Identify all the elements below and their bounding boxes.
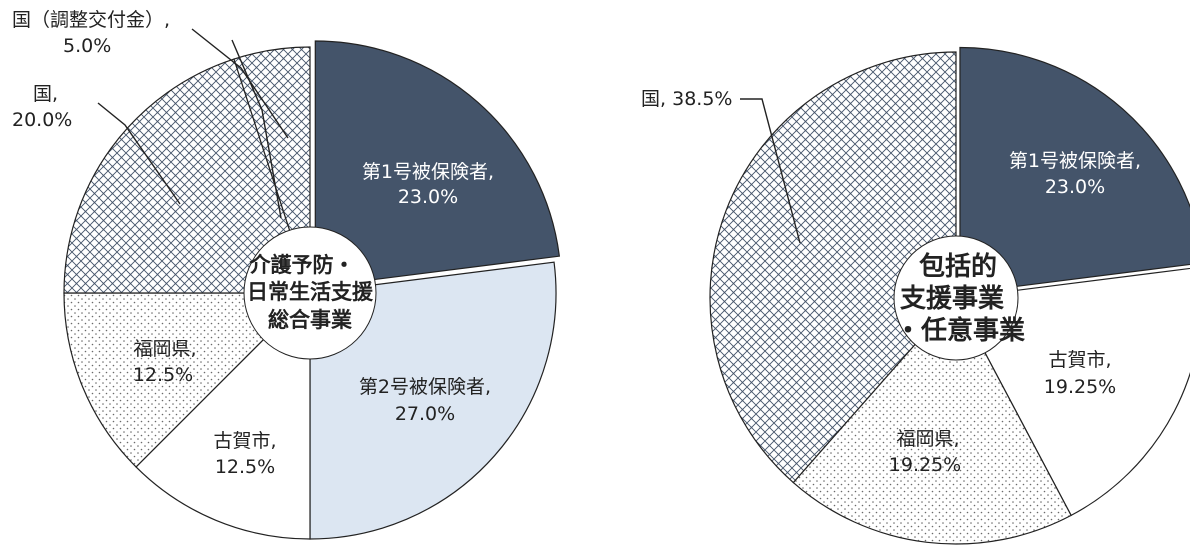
leader-line-national-adjust: [191, 28, 289, 139]
right-pie-slices: [709, 46, 1190, 545]
left-label-second-value: 27.0%: [395, 403, 455, 425]
left-label-national-adjust-value: 5.0%: [63, 35, 111, 57]
left-leader-lines: [97, 28, 289, 219]
left-center-line2: 日常生活支援: [247, 280, 374, 304]
left-label-national-value: 20.0%: [12, 109, 72, 131]
left-slice-fukuoka-prefecture: [63, 292, 312, 468]
left-label-koga-name: 古賀市,: [213, 430, 276, 452]
right-pie: 包括的 支援事業 ・任意事業 第1号被保険者, 23.0% 古賀市, 19.25…: [641, 46, 1190, 545]
leader-line-national-adjust-2: [231, 39, 282, 219]
right-center-line2: 支援事業: [900, 284, 1004, 314]
right-slice-national: [709, 51, 957, 484]
left-label-fukuoka-value: 12.5%: [133, 364, 193, 386]
right-label-koga-name: 古賀市,: [1048, 349, 1111, 371]
right-slice-fukuoka-prefecture: [792, 296, 1072, 545]
left-pie: 介護予防・ 日常生活支援 総合事業 第1号被保険者, 23.0% 第2号被保険者…: [12, 9, 561, 540]
right-label-koga-value: 19.25%: [1044, 376, 1116, 398]
left-center-line1: 介護予防・: [249, 253, 355, 277]
leader-line-national: [97, 102, 181, 205]
left-center-line3: 総合事業: [268, 308, 353, 332]
right-label-fukuoka-name: 福岡県,: [896, 428, 959, 450]
right-label-first-value: 23.0%: [1045, 176, 1105, 198]
left-slice-second-insured: [309, 261, 557, 540]
left-slice-koga-city: [135, 291, 311, 540]
left-slice-first-insured: [314, 40, 561, 288]
left-label-koga-value: 12.5%: [215, 456, 275, 478]
right-center-line1: 包括的: [919, 251, 997, 282]
right-slice-koga-city: [955, 267, 1190, 517]
right-label-national: 国, 38.5%: [641, 88, 732, 110]
left-center-hole: [243, 226, 377, 360]
leader-line-right-national: [740, 98, 801, 244]
left-label-national-name: 国,: [33, 83, 58, 105]
left-label-first-value: 23.0%: [398, 186, 458, 208]
left-label-fukuoka-name: 福岡県,: [133, 338, 196, 360]
left-label-first-name: 第1号被保険者,: [362, 161, 494, 183]
right-center-hole: [893, 235, 1019, 361]
left-label-second-name: 第2号被保険者,: [359, 376, 491, 398]
right-label-fukuoka-value: 19.25%: [889, 454, 961, 476]
right-slice-first-insured: [959, 46, 1190, 295]
right-center-line3: ・任意事業: [895, 315, 1025, 346]
left-label-national-adjust-name: 国（調整交付金）,: [12, 9, 170, 31]
right-label-first-name: 第1号被保険者,: [1009, 150, 1141, 172]
left-slice-national: [63, 58, 311, 294]
